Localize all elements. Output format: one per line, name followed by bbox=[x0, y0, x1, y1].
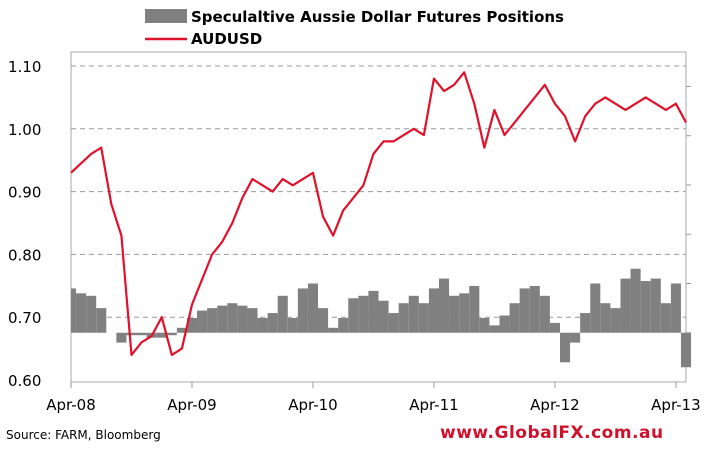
position-bar bbox=[479, 317, 490, 333]
position-bar bbox=[86, 295, 97, 333]
position-bar bbox=[287, 317, 298, 333]
position-bar bbox=[459, 293, 470, 333]
position-bar bbox=[590, 283, 601, 333]
position-bar bbox=[348, 298, 359, 333]
position-bar bbox=[136, 332, 147, 336]
position-bar bbox=[670, 283, 681, 333]
position-bar bbox=[71, 288, 77, 333]
y-tick-label: 1.00 bbox=[8, 121, 41, 139]
position-bar bbox=[76, 293, 87, 333]
position-bar bbox=[449, 295, 460, 333]
position-bar bbox=[156, 332, 167, 338]
position-bar bbox=[418, 303, 429, 333]
x-tick-label: Apr-12 bbox=[530, 396, 580, 414]
position-bar bbox=[529, 285, 540, 333]
position-bar bbox=[650, 278, 661, 333]
x-tick-label: Apr-09 bbox=[167, 396, 217, 414]
position-bar bbox=[166, 332, 177, 336]
position-bar bbox=[277, 295, 288, 333]
position-bar bbox=[217, 305, 228, 333]
position-bar bbox=[509, 303, 520, 333]
position-bar bbox=[489, 325, 500, 333]
x-tick-label: Apr-13 bbox=[651, 396, 701, 414]
y-tick-label: 1.10 bbox=[8, 58, 41, 76]
y-tick-label: 0.60 bbox=[8, 372, 41, 390]
position-bar bbox=[408, 295, 419, 333]
position-bar bbox=[338, 317, 349, 333]
legend-swatch-positions bbox=[145, 9, 187, 23]
position-bar bbox=[499, 315, 510, 333]
position-bar bbox=[176, 327, 187, 333]
position-bar bbox=[640, 281, 651, 333]
position-bar bbox=[398, 303, 409, 333]
x-tick-label: Apr-10 bbox=[288, 396, 338, 414]
position-bar bbox=[378, 300, 389, 333]
position-bar bbox=[186, 317, 198, 333]
position-bar bbox=[610, 308, 621, 333]
position-bar bbox=[660, 303, 671, 333]
x-tick-label: Apr-08 bbox=[46, 396, 96, 414]
position-bar bbox=[227, 303, 238, 333]
position-bar bbox=[559, 332, 571, 363]
position-bar bbox=[116, 332, 127, 343]
position-bar bbox=[388, 313, 399, 333]
position-bar bbox=[318, 308, 329, 333]
legend-label-audusd: AUDUSD bbox=[191, 30, 262, 48]
position-bar bbox=[680, 332, 692, 368]
y-tick-label: 0.70 bbox=[8, 309, 41, 327]
legend-label-positions: Speculaltive Aussie Dollar Futures Posit… bbox=[191, 8, 564, 26]
position-bar bbox=[96, 308, 107, 333]
position-bar bbox=[267, 313, 278, 333]
source-note: Source: FARM, Bloomberg bbox=[6, 428, 161, 442]
position-bar bbox=[438, 278, 450, 333]
position-bar bbox=[620, 278, 631, 333]
position-bar bbox=[570, 332, 581, 343]
position-bar bbox=[237, 305, 248, 333]
position-bar bbox=[247, 308, 258, 333]
position-bar bbox=[307, 283, 319, 333]
audusd-line bbox=[70, 71, 687, 356]
plot-area bbox=[70, 51, 687, 383]
position-bar bbox=[257, 317, 268, 333]
position-bar bbox=[600, 303, 611, 333]
website-link[interactable]: www.GlobalFX.com.au bbox=[440, 423, 664, 443]
position-bar bbox=[630, 268, 641, 333]
position-bar bbox=[197, 310, 208, 333]
position-bar bbox=[297, 288, 308, 333]
legend: Speculaltive Aussie Dollar Futures Posit… bbox=[145, 8, 564, 48]
position-bar bbox=[207, 308, 218, 333]
position-bar bbox=[580, 313, 591, 333]
position-bar bbox=[368, 290, 379, 333]
chart: Speculaltive Aussie Dollar Futures Posit… bbox=[8, 8, 701, 414]
position-bar bbox=[126, 332, 137, 336]
position-bar bbox=[469, 285, 480, 333]
y-tick-label: 0.90 bbox=[8, 184, 41, 202]
x-tick-label: Apr-11 bbox=[409, 396, 459, 414]
position-bar bbox=[549, 322, 560, 333]
position-bar bbox=[539, 295, 550, 333]
position-bar bbox=[358, 295, 369, 333]
position-bar bbox=[428, 288, 439, 333]
y-tick-label: 0.80 bbox=[8, 246, 41, 264]
position-bar bbox=[328, 327, 339, 333]
position-bar bbox=[519, 288, 530, 333]
